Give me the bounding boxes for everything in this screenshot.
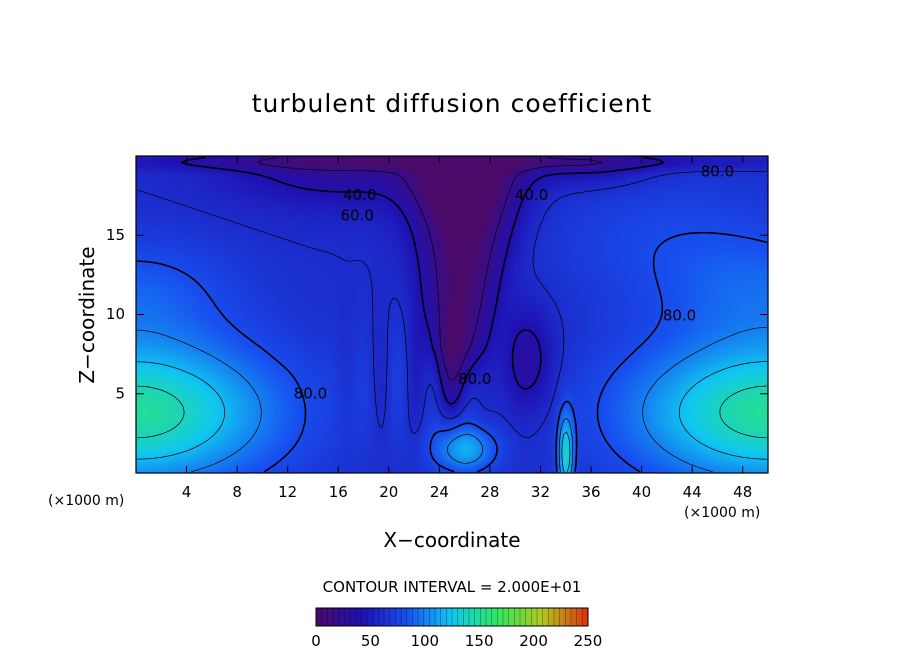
contour-lines	[137, 156, 767, 473]
x-tick-label: 12	[278, 483, 297, 501]
contour-line-120	[137, 361, 767, 472]
contour-labels: 40.0 60.0 40.0 80.0 80.0 80.0 80.0	[294, 162, 734, 402]
colorbar-tick-label: 150	[465, 632, 494, 650]
colorbar-tick-labels: 0 50 100 150 200 250	[311, 632, 602, 650]
contour-interval-text: CONTOUR INTERVAL = 2.000E+01	[323, 578, 582, 596]
colorbar-stripes	[321, 608, 583, 626]
x-tick-label: 24	[430, 483, 449, 501]
contour-label: 40.0	[515, 186, 548, 204]
colorbar-tick-label: 50	[361, 632, 380, 650]
contour-label: 80.0	[663, 307, 696, 325]
x-unit-right: (×1000 m)	[684, 505, 760, 521]
colorbar-tick-label: 0	[311, 632, 321, 650]
colorbar-tick-label: 250	[574, 632, 603, 650]
contour-line-100	[137, 327, 767, 473]
x-tick-label: 36	[581, 483, 600, 501]
x-tick-label: 20	[379, 483, 398, 501]
x-tick-label: 8	[232, 483, 242, 501]
colorbar: 0 50 100 150 200 250	[311, 607, 602, 650]
contour-label: 80.0	[294, 384, 327, 402]
x-tick-label: 32	[531, 483, 550, 501]
colorbar-frame	[315, 607, 589, 627]
x-tick-label: 48	[733, 483, 752, 501]
x-unit-left: (×1000 m)	[48, 493, 124, 509]
x-tick-label: 40	[632, 483, 651, 501]
plot-area: 40.0 60.0 40.0 80.0 80.0 80.0 80.0	[135, 155, 769, 474]
x-tick-label: 44	[683, 483, 702, 501]
x-tick-label: 4	[182, 483, 192, 501]
x-tick-label: 28	[480, 483, 499, 501]
colorbar-tick-label: 100	[410, 632, 439, 650]
contour-label: 80.0	[701, 162, 734, 180]
contour-label: 60.0	[340, 207, 373, 225]
y-tick-label: 15	[106, 226, 125, 244]
y-axis-label: Z−coordinate	[75, 246, 99, 383]
contour-line-40	[180, 156, 665, 405]
colorbar-tick-label: 200	[519, 632, 548, 650]
contour-label: 40.0	[343, 186, 376, 204]
y-tick-label: 5	[115, 384, 125, 402]
contour-label: 80.0	[458, 370, 491, 388]
contour-line-80	[137, 231, 767, 473]
contour-line-140	[137, 385, 767, 439]
x-tick-label: 16	[329, 483, 348, 501]
x-axis-label: X−coordinate	[383, 528, 520, 552]
y-axis-ticks: 5 10 15	[106, 226, 768, 402]
contour-line-60	[137, 170, 767, 438]
contour-line-20	[257, 156, 603, 381]
x-axis-ticks: 4 8 12 16 20 24 28 32 36 40 44 48	[182, 156, 752, 501]
y-tick-label: 10	[106, 305, 125, 323]
field-heatmap	[136, 156, 768, 473]
chart-title: turbulent diffusion coefficient	[252, 89, 653, 118]
